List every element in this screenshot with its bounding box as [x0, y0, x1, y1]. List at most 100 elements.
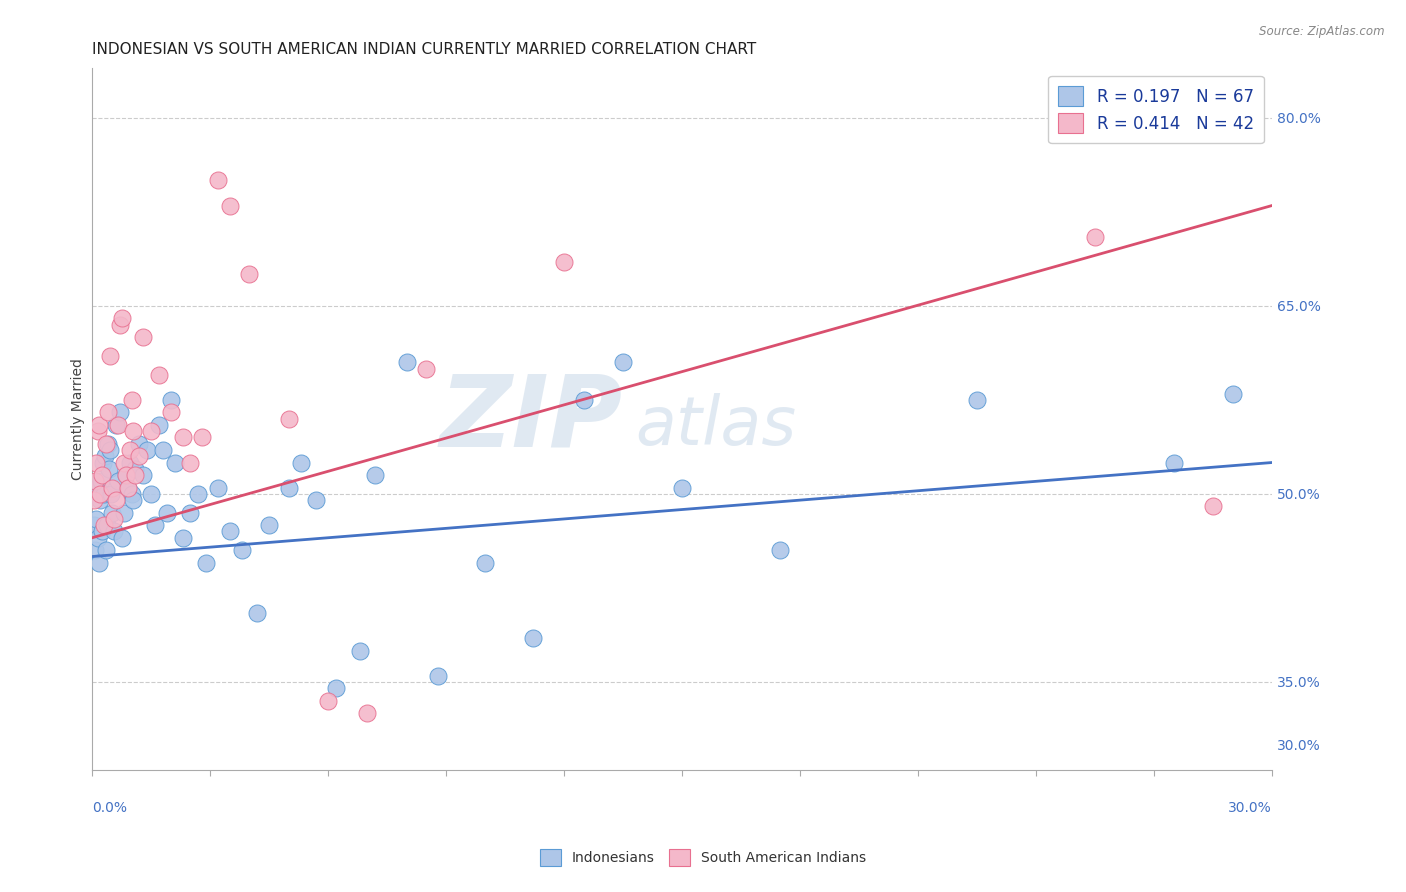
Point: [124, 468, 146, 483]
Point: [1202, 500, 1225, 514]
Point: [305, 493, 328, 508]
Point: [93, 518, 115, 533]
Point: [122, 424, 145, 438]
Point: [238, 268, 260, 282]
Point: [195, 556, 218, 570]
Point: [83, 493, 105, 508]
Point: [128, 449, 150, 463]
Point: [172, 531, 194, 545]
Point: [83, 518, 105, 533]
Point: [364, 468, 387, 483]
Point: [179, 506, 201, 520]
Point: [257, 518, 280, 533]
Point: [395, 355, 418, 369]
Point: [98, 442, 121, 457]
Point: [148, 368, 170, 382]
Point: [94, 436, 117, 450]
Point: [90, 475, 112, 489]
Point: [112, 456, 135, 470]
Point: [111, 531, 134, 545]
Point: [84, 475, 107, 489]
Point: [163, 456, 186, 470]
Legend: R = 0.197   N = 67, R = 0.414   N = 42: R = 0.197 N = 67, R = 0.414 N = 42: [1047, 76, 1264, 144]
Text: 0.0%: 0.0%: [93, 801, 127, 815]
Point: [91, 524, 114, 539]
Point: [118, 456, 141, 470]
Text: Source: ZipAtlas.com: Source: ZipAtlas.com: [1260, 25, 1385, 38]
Point: [156, 506, 179, 520]
Point: [100, 487, 122, 501]
Text: INDONESIAN VS SOUTH AMERICAN INDIAN CURRENTLY MARRIED CORRELATION CHART: INDONESIAN VS SOUTH AMERICAN INDIAN CURR…: [93, 42, 756, 57]
Point: [231, 543, 253, 558]
Point: [89, 417, 111, 432]
Point: [160, 392, 183, 407]
Point: [114, 468, 136, 483]
Point: [187, 487, 209, 501]
Point: [132, 468, 155, 483]
Point: [107, 417, 129, 432]
Text: atlas: atlas: [636, 392, 796, 458]
Point: [132, 330, 155, 344]
Point: [290, 456, 312, 470]
Point: [122, 493, 145, 508]
Point: [148, 417, 170, 432]
Point: [218, 198, 240, 212]
Point: [769, 543, 792, 558]
Point: [117, 481, 139, 495]
Point: [124, 462, 146, 476]
Point: [104, 417, 127, 432]
Point: [356, 706, 378, 721]
Point: [117, 481, 139, 495]
Point: [94, 543, 117, 558]
Point: [522, 631, 544, 645]
Point: [118, 442, 141, 457]
Point: [966, 392, 988, 407]
Point: [218, 524, 240, 539]
Point: [87, 424, 110, 438]
Point: [101, 481, 124, 495]
Point: [98, 349, 121, 363]
Point: [89, 487, 111, 501]
Point: [179, 456, 201, 470]
Point: [84, 456, 107, 470]
Point: [325, 681, 347, 695]
Point: [141, 424, 163, 438]
Point: [84, 543, 107, 558]
Point: [112, 506, 135, 520]
Point: [94, 449, 117, 463]
Point: [87, 531, 110, 545]
Point: [143, 518, 166, 533]
Point: [86, 481, 108, 495]
Point: [553, 255, 575, 269]
Point: [427, 668, 450, 682]
Point: [108, 405, 131, 419]
Point: [103, 512, 125, 526]
Point: [104, 493, 127, 508]
Point: [136, 442, 159, 457]
Point: [671, 481, 693, 495]
Text: ZIP: ZIP: [440, 370, 623, 467]
Point: [93, 487, 115, 501]
Y-axis label: Currently Married: Currently Married: [72, 358, 86, 480]
Point: [1084, 230, 1107, 244]
Text: 30.0%: 30.0%: [1229, 801, 1272, 815]
Point: [97, 436, 120, 450]
Point: [121, 392, 143, 407]
Point: [97, 462, 120, 476]
Point: [160, 405, 183, 419]
Point: [96, 518, 118, 533]
Point: [108, 318, 131, 332]
Point: [191, 430, 214, 444]
Point: [277, 411, 299, 425]
Point: [572, 392, 595, 407]
Point: [121, 487, 143, 501]
Point: [246, 606, 269, 620]
Point: [89, 493, 111, 508]
Point: [349, 643, 371, 657]
Point: [97, 405, 120, 419]
Point: [1163, 456, 1185, 470]
Point: [207, 173, 229, 187]
Point: [316, 694, 339, 708]
Point: [172, 430, 194, 444]
Legend: Indonesians, South American Indians: Indonesians, South American Indians: [534, 844, 872, 871]
